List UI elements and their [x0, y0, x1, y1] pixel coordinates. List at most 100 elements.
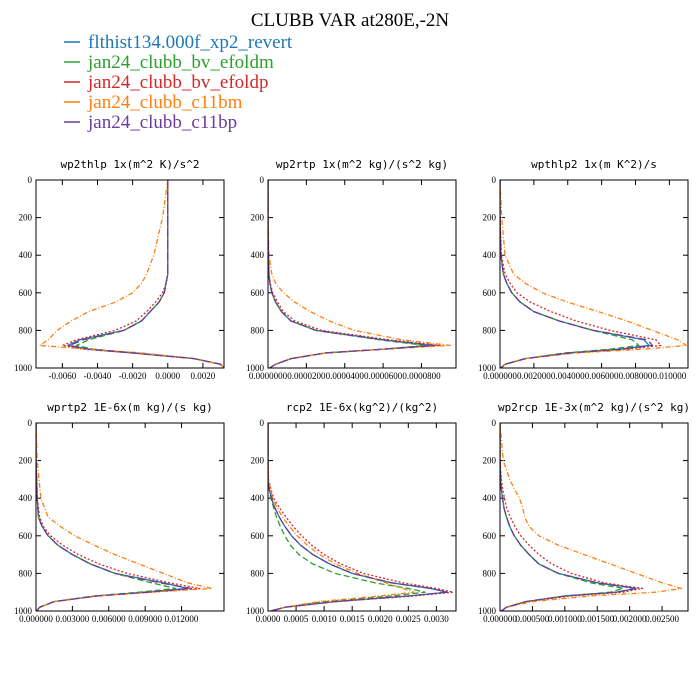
x-tick-label: 0.002500: [645, 614, 679, 624]
chart-panel: wp2thlp 1x(m^2 K)/s^2 0 200 400 600 800 1000 -0…: [14, 158, 225, 381]
y-tick-label: 0: [28, 175, 33, 185]
series-line: [268, 423, 449, 611]
series-line: [268, 180, 451, 368]
series-line: [38, 180, 224, 368]
x-tick-label: 0.000000: [483, 614, 517, 624]
series-line: [36, 423, 213, 611]
x-tick-label: 0.0020: [191, 371, 216, 381]
series-line: [36, 423, 177, 611]
plot-frame: [267, 422, 457, 612]
y-tick-label: 1000: [246, 363, 265, 373]
x-tick-label: 0.009000: [128, 614, 162, 624]
legend-entry: jan24_clubb_c11bm: [87, 92, 243, 113]
series-line: [268, 180, 442, 368]
plot-frame: [35, 179, 225, 369]
y-tick-label: 1000: [478, 363, 497, 373]
x-tick-label: 0.0000000: [249, 371, 288, 381]
x-tick-label: 0.0005: [284, 614, 309, 624]
y-tick-label: 1000: [478, 606, 497, 616]
plot-frame: [35, 422, 225, 612]
y-tick-label: 600: [251, 531, 265, 541]
y-tick-label: 0: [260, 418, 265, 428]
chart-panel: wp2rtp 1x(m^2 kg)/(s^2 kg) 0 200 400 600 800 1…: [246, 158, 457, 381]
x-tick-label: -0.0020: [119, 371, 147, 381]
legend-entry: jan24_clubb_bv_efoldp: [87, 72, 268, 93]
series-line: [500, 180, 654, 368]
y-tick-label: 800: [19, 325, 33, 335]
x-tick-label: 0.000000: [483, 371, 517, 381]
chart-panel: rcp2 1E-6x(kg^2)/(kg^2) 0 200 400 600 800 1000…: [246, 401, 457, 624]
legend-entry: jan24_clubb_c11bp: [87, 112, 237, 133]
series-line: [61, 180, 224, 368]
panel-title: rcp2 1E-6x(kg^2)/(kg^2): [286, 401, 438, 414]
x-tick-label: 0.0020: [368, 614, 393, 624]
y-tick-label: 200: [19, 213, 33, 223]
y-tick-label: 1000: [246, 606, 265, 616]
series-line: [268, 180, 436, 368]
x-tick-label: 0.0030: [424, 614, 449, 624]
x-tick-label: 0.000500: [516, 614, 550, 624]
series-line: [268, 423, 454, 611]
series-line: [36, 423, 192, 611]
series-group: [36, 423, 213, 611]
x-tick-label: 0.006000: [585, 371, 619, 381]
y-tick-label: 600: [19, 531, 33, 541]
series-line: [500, 423, 637, 611]
y-tick-label: 400: [251, 250, 265, 260]
panel-title: wp2rcp 1E-3x(m^2 kg)/(s^2 kg): [498, 401, 690, 414]
panels: wp2thlp 1x(m^2 K)/s^2 0 200 400 600 800 1000 -0…: [14, 158, 690, 624]
series-group: [500, 180, 687, 368]
legend: flthist134.000f_xp2_revertjan24_clubb_bv…: [64, 32, 293, 133]
y-tick-label: 0: [492, 175, 497, 185]
chart-panel: wp2rcp 1E-3x(m^2 kg)/(s^2 kg)0 200 400 600 8…: [478, 401, 690, 624]
series-line: [500, 180, 650, 368]
x-tick-label: 0.004000: [551, 371, 585, 381]
series-line: [500, 423, 624, 611]
x-tick-label: 0.002000: [613, 614, 647, 624]
x-tick-label: 0.0010: [312, 614, 337, 624]
plot-frame: [267, 179, 457, 369]
x-tick-label: 0.0000600: [364, 371, 403, 381]
y-tick-label: 400: [483, 250, 497, 260]
series-line: [500, 180, 640, 368]
x-tick-label: -0.0060: [48, 371, 76, 381]
series-group: [500, 423, 683, 611]
plot-frame: [499, 422, 689, 612]
panel-title: wp2rtp 1x(m^2 kg)/(s^2 kg): [276, 158, 448, 171]
y-tick-label: 1000: [14, 606, 33, 616]
series-line: [36, 423, 189, 611]
x-tick-label: 0.0000200: [287, 371, 326, 381]
series-line: [36, 423, 201, 611]
y-tick-label: 0: [260, 175, 265, 185]
legend-entry: flthist134.000f_xp2_revert: [88, 32, 293, 53]
series-line: [268, 180, 426, 368]
y-tick-label: 400: [19, 493, 33, 503]
y-tick-label: 0: [28, 418, 33, 428]
series-line: [75, 180, 224, 368]
x-tick-label: 0.012000: [165, 614, 199, 624]
y-tick-label: 200: [251, 213, 265, 223]
y-tick-label: 600: [19, 288, 33, 298]
y-tick-label: 600: [483, 288, 497, 298]
y-tick-label: 800: [483, 325, 497, 335]
x-tick-label: 0.0015: [340, 614, 365, 624]
series-line: [500, 423, 637, 611]
y-tick-label: 400: [251, 493, 265, 503]
x-tick-label: 0.008000: [619, 371, 653, 381]
series-line: [500, 180, 662, 368]
chart-panel: wprtp2 1E-6x(m kg)/(s kg) 0 200 400 600 800 10…: [14, 401, 225, 624]
y-tick-label: 400: [19, 250, 33, 260]
y-tick-label: 600: [483, 531, 497, 541]
x-tick-label: 0.010000: [652, 371, 686, 381]
legend-entry: jan24_clubb_bv_efoldm: [87, 52, 274, 73]
series-line: [68, 180, 224, 368]
x-tick-label: 0.002000: [517, 371, 551, 381]
y-tick-label: 200: [251, 456, 265, 466]
x-tick-label: 0.000000: [19, 614, 53, 624]
series-line: [500, 423, 644, 611]
figure-title: CLUBB VAR at280E,-2N: [251, 10, 450, 31]
y-tick-label: 400: [483, 493, 497, 503]
x-tick-label: 0.006000: [92, 614, 126, 624]
y-tick-label: 800: [251, 325, 265, 335]
